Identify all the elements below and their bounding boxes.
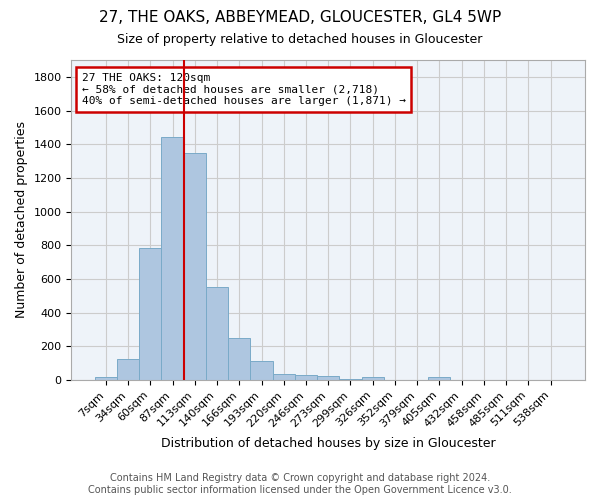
Bar [228, 338, 250, 380]
Bar [184, 154, 206, 380]
Bar [362, 377, 384, 380]
Y-axis label: Number of detached properties: Number of detached properties [15, 122, 28, 318]
Bar [161, 136, 184, 380]
Bar [272, 374, 295, 380]
Bar [117, 359, 139, 380]
Bar [250, 362, 272, 380]
Bar [95, 378, 117, 380]
X-axis label: Distribution of detached houses by size in Gloucester: Distribution of detached houses by size … [161, 437, 496, 450]
Bar [317, 376, 340, 380]
Bar [428, 377, 451, 380]
Text: 27 THE OAKS: 120sqm
← 58% of detached houses are smaller (2,718)
40% of semi-det: 27 THE OAKS: 120sqm ← 58% of detached ho… [82, 73, 406, 106]
Bar [139, 248, 161, 380]
Bar [340, 379, 362, 380]
Text: 27, THE OAKS, ABBEYMEAD, GLOUCESTER, GL4 5WP: 27, THE OAKS, ABBEYMEAD, GLOUCESTER, GL4… [99, 10, 501, 25]
Bar [206, 286, 228, 380]
Text: Size of property relative to detached houses in Gloucester: Size of property relative to detached ho… [118, 32, 482, 46]
Bar [295, 375, 317, 380]
Text: Contains HM Land Registry data © Crown copyright and database right 2024.
Contai: Contains HM Land Registry data © Crown c… [88, 474, 512, 495]
